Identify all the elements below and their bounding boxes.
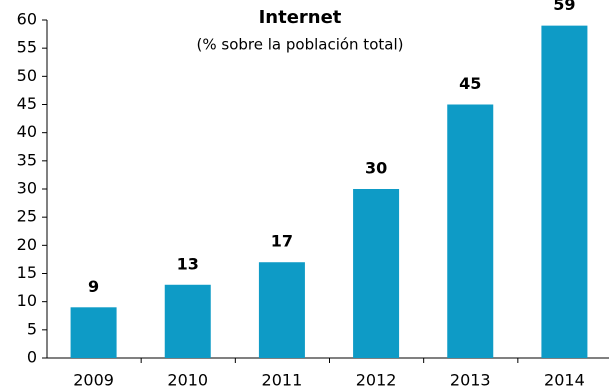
bar	[541, 25, 588, 359]
y-tick-label: 5	[27, 319, 37, 338]
y-tick-label: 15	[17, 263, 37, 282]
bar	[258, 262, 305, 358]
value-label: 9	[88, 277, 99, 296]
y-tick-label: 10	[17, 291, 37, 310]
value-label: 59	[553, 0, 575, 14]
bar	[164, 284, 211, 358]
y-tick-label: 55	[17, 38, 37, 57]
y-tick-label: 30	[17, 179, 37, 198]
y-tick-label: 50	[17, 66, 37, 85]
x-tick-label: 2010	[167, 371, 208, 390]
chart-subtitle: (% sobre la población total)	[197, 36, 404, 54]
y-tick-label: 0	[27, 348, 37, 367]
x-tick-label: 2014	[544, 371, 585, 390]
y-tick-label: 25	[17, 207, 37, 226]
y-tick-label: 40	[17, 122, 37, 141]
bar	[70, 307, 117, 358]
value-label: 30	[365, 159, 387, 178]
value-label: 13	[177, 254, 199, 273]
y-tick-label: 45	[17, 94, 37, 113]
chart-title: Internet	[259, 7, 342, 28]
value-label: 45	[459, 74, 481, 93]
x-tick-label: 2009	[73, 371, 114, 390]
bar	[353, 189, 400, 358]
value-label: 17	[271, 232, 293, 251]
x-tick-label: 2013	[450, 371, 491, 390]
y-tick-label: 20	[17, 235, 37, 254]
x-tick-label: 2012	[356, 371, 397, 390]
x-tick-label: 2011	[262, 371, 303, 390]
y-tick-label: 60	[17, 10, 37, 29]
y-tick-label: 35	[17, 150, 37, 169]
bar	[447, 104, 494, 358]
